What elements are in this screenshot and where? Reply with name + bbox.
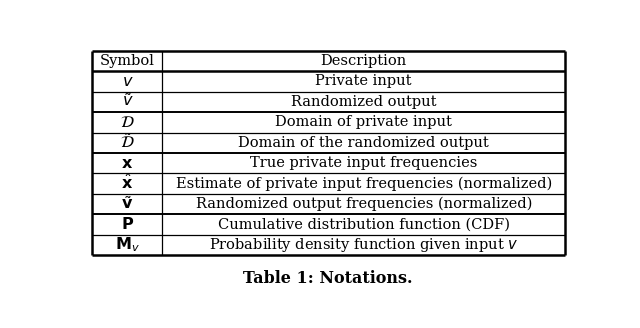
Text: Private input: Private input: [316, 74, 412, 89]
Text: $\mathcal{D}$: $\mathcal{D}$: [120, 114, 134, 131]
Text: Randomized output: Randomized output: [291, 95, 436, 109]
Text: $\tilde{v}$: $\tilde{v}$: [122, 93, 133, 110]
Text: $\hat{\mathbf{x}}$: $\hat{\mathbf{x}}$: [122, 174, 133, 193]
Text: $\mathbf{x}$: $\mathbf{x}$: [122, 155, 133, 172]
Text: True private input frequencies: True private input frequencies: [250, 156, 477, 170]
Text: $\tilde{\mathbf{v}}$: $\tilde{\mathbf{v}}$: [121, 196, 134, 213]
Text: Description: Description: [321, 54, 407, 68]
Text: $\tilde{\mathcal{D}}$: $\tilde{\mathcal{D}}$: [120, 133, 134, 152]
Text: $v$: $v$: [122, 73, 133, 90]
Text: $\mathbf{M}_{v}$: $\mathbf{M}_{v}$: [115, 236, 140, 255]
Text: Estimate of private input frequencies (normalized): Estimate of private input frequencies (n…: [175, 176, 552, 191]
Text: Randomized output frequencies (normalized): Randomized output frequencies (normalize…: [196, 197, 532, 211]
Text: $\mathbf{P}$: $\mathbf{P}$: [121, 216, 134, 233]
Text: Domain of private input: Domain of private input: [275, 115, 452, 129]
Text: Symbol: Symbol: [100, 54, 155, 68]
Text: Probability density function given input $v$: Probability density function given input…: [209, 236, 518, 254]
Text: Cumulative distribution function (CDF): Cumulative distribution function (CDF): [218, 217, 509, 232]
Text: Table 1: Notations.: Table 1: Notations.: [243, 270, 413, 287]
Text: Domain of the randomized output: Domain of the randomized output: [238, 136, 489, 150]
